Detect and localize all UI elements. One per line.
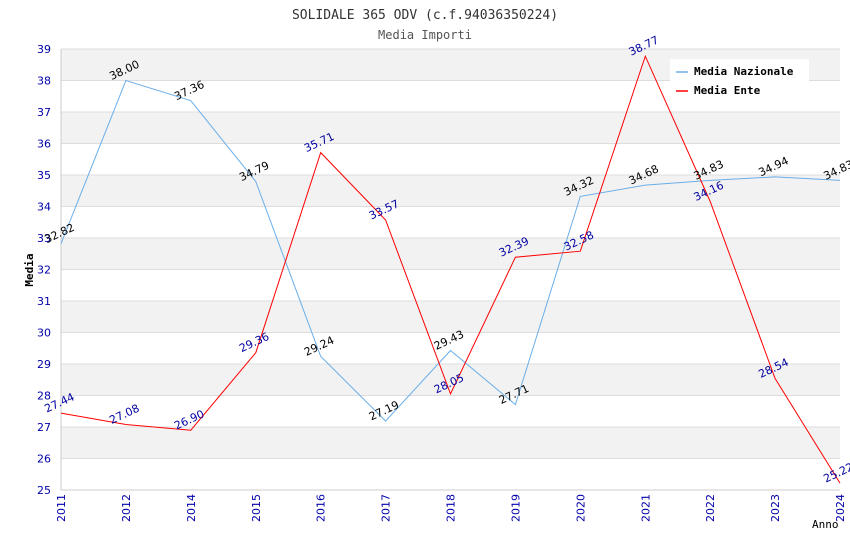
x-tick-label: 2018 — [445, 494, 458, 522]
y-tick-label: 29 — [37, 358, 51, 371]
data-label: 27.08 — [107, 402, 141, 427]
x-tick-label: 2024 — [834, 494, 847, 522]
y-tick-label: 25 — [37, 484, 51, 497]
legend-box — [670, 59, 809, 102]
plot-band — [61, 301, 840, 333]
y-tick-label: 39 — [37, 43, 51, 56]
y-tick-label: 26 — [37, 453, 51, 466]
plot-band — [61, 112, 840, 144]
data-label: 29.24 — [302, 334, 336, 359]
y-tick-label: 36 — [37, 138, 51, 151]
series-lines — [60, 54, 841, 484]
data-label: 37.36 — [172, 78, 206, 103]
y-tick-label: 35 — [37, 169, 51, 182]
legend-label-media-ente: Media Ente — [694, 84, 761, 97]
x-tick-label: 2020 — [574, 494, 587, 522]
plot-band — [61, 364, 840, 396]
series-line-media-nazionale — [60, 79, 841, 422]
y-tick-label: 32 — [37, 264, 51, 277]
chart-title: SOLIDALE 365 ODV (c.f.94036350224) — [292, 8, 558, 23]
y-tick-label: 33 — [37, 232, 51, 245]
data-label: 29.36 — [237, 330, 271, 355]
y-tick-label: 27 — [37, 421, 51, 434]
x-tick-label: 2012 — [120, 494, 133, 522]
y-tick-label: 30 — [37, 327, 51, 340]
x-tick-label: 2015 — [250, 494, 263, 522]
legend-label-media-nazionale: Media Nazionale — [694, 65, 794, 78]
x-tick-label: 2019 — [509, 494, 522, 522]
series-line-media-ente — [60, 54, 841, 484]
legend: Media Nazionale Media Ente — [670, 59, 809, 102]
x-tick-label: 2011 — [55, 494, 68, 522]
x-tick-label: 2021 — [639, 494, 652, 522]
x-tick-label: 2014 — [185, 494, 198, 522]
x-tick-label: 2017 — [380, 494, 393, 522]
chart-subtitle: Media Importi — [378, 28, 472, 42]
plot-background-bands — [61, 49, 840, 459]
y-tick-label: 37 — [37, 106, 51, 119]
y-tick-label: 28 — [37, 390, 51, 403]
x-tick-label: 2016 — [315, 494, 328, 522]
x-tick-label: 2023 — [769, 494, 782, 522]
y-tick-label: 31 — [37, 295, 51, 308]
y-tick-label: 34 — [37, 201, 51, 214]
y-tick-label: 38 — [37, 75, 51, 88]
plot-band — [61, 427, 840, 459]
x-tick-label: 2022 — [704, 494, 717, 522]
x-axis-label: Anno — [812, 518, 839, 531]
axes — [60, 49, 840, 491]
plot-band — [61, 238, 840, 270]
data-label: 25.22 — [821, 460, 850, 485]
x-tick-labels: 2011 2012 2014 2015 2016 2017 2018 2019 2020 2021… — [55, 494, 847, 522]
y-axis-label: Media — [23, 253, 36, 286]
y-tick-labels: 25 26 27 28 29 30 31 32 33 34 35 36 37 38 39 — [37, 43, 51, 497]
